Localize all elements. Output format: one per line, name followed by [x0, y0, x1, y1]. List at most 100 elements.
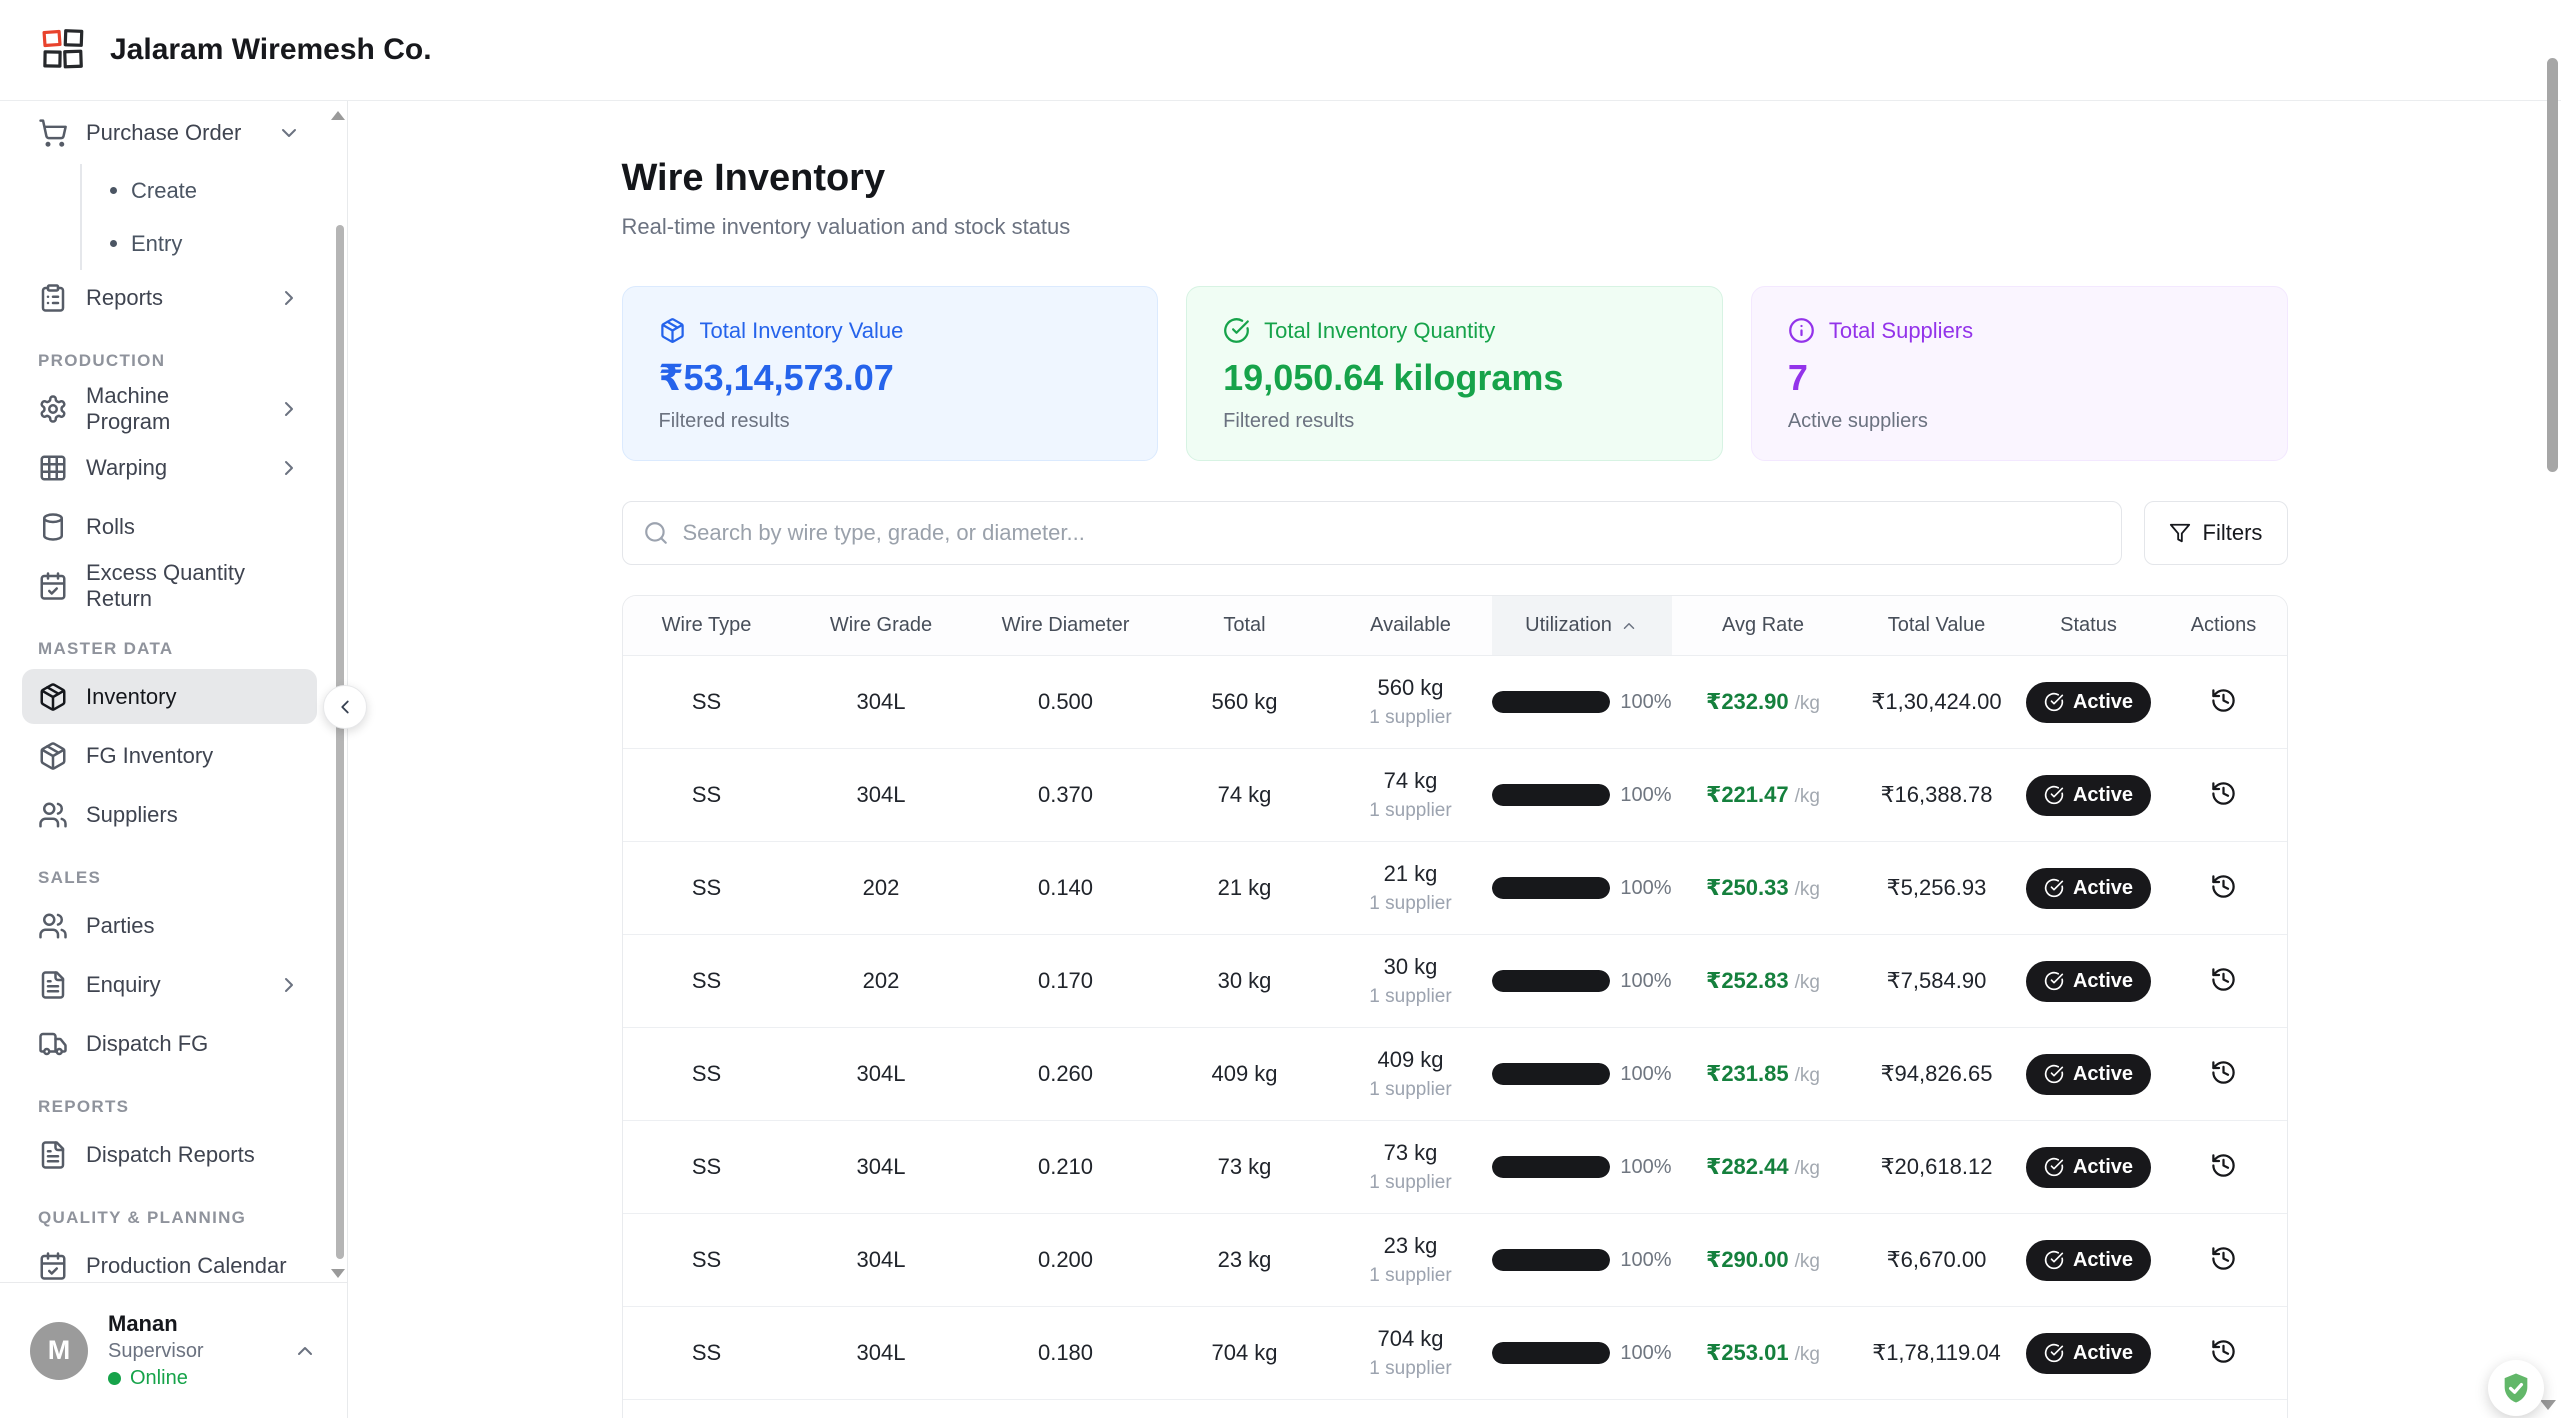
sidebar-section-sales: SALES [38, 868, 317, 888]
sidebar-item-label: Parties [86, 913, 154, 939]
cell-avg-rate: ₹221.47/kg [1672, 782, 1855, 808]
history-button[interactable] [2206, 1055, 2241, 1093]
column-header-utilization[interactable]: Utilization [1492, 596, 1672, 655]
sidebar-item-parties[interactable]: Parties [22, 898, 317, 953]
history-button[interactable] [2206, 1148, 2241, 1186]
sidebar-item-dispatch-fg[interactable]: Dispatch FG [22, 1016, 317, 1071]
bullet-icon [110, 187, 117, 194]
sidebar-scroll-up-arrow[interactable] [331, 111, 345, 120]
column-header-available[interactable]: Available [1330, 596, 1492, 655]
sidebar-item-purchase-order[interactable]: Purchase Order [22, 105, 317, 160]
sidebar-item-dispatch-reports[interactable]: Dispatch Reports [22, 1127, 317, 1182]
history-button[interactable] [2206, 869, 2241, 907]
top-bar: Jalaram Wiremesh Co. [0, 0, 2561, 101]
sidebar-item-rolls[interactable]: Rolls [22, 499, 317, 554]
sidebar-section-master-data: MASTER DATA [38, 639, 317, 659]
utilization-bar [1492, 877, 1611, 899]
column-header-wire-type[interactable]: Wire Type [623, 596, 791, 655]
sidebar-item-fg-inventory[interactable]: FG Inventory [22, 728, 317, 783]
table-body: SS304L0.500560 kg560 kg1 supplier100%₹23… [623, 656, 2287, 1418]
sidebar-item-machine-program[interactable]: Machine Program [22, 381, 317, 436]
shield-check-icon [2499, 1371, 2533, 1405]
sidebar-subitem-create[interactable]: Create [80, 164, 317, 217]
cell-avg-rate: ₹232.90/kg [1672, 689, 1855, 715]
filters-button[interactable]: Filters [2144, 501, 2288, 565]
status-label: Active [2073, 784, 2133, 807]
column-label: Total Value [1888, 614, 1985, 637]
cell-total-value: ₹1,30,424.00 [1855, 689, 2019, 715]
cell-supplier-count: 1 supplier [1330, 707, 1492, 729]
cell-utilization: 100% [1492, 1342, 1672, 1365]
sidebar-item-warping[interactable]: Warping [22, 440, 317, 495]
status-label: Active [2073, 877, 2133, 900]
column-header-avg-rate[interactable]: Avg Rate [1672, 596, 1855, 655]
status-badge: Active [2026, 775, 2151, 816]
sidebar-item-enquiry[interactable]: Enquiry [22, 957, 317, 1012]
column-header-total-value[interactable]: Total Value [1855, 596, 2019, 655]
history-button[interactable] [2206, 1241, 2241, 1279]
cell-wire-grade: 202 [791, 968, 972, 994]
table-row: SS304L0.180704 kg704 kg1 supplier100%₹25… [623, 1307, 2287, 1400]
cell-actions [2159, 776, 2288, 814]
check-circle-icon [2044, 692, 2064, 712]
sidebar-item-label: Warping [86, 455, 167, 481]
column-header-status[interactable]: Status [2019, 596, 2159, 655]
cell-total-value: ₹16,388.78 [1855, 782, 2019, 808]
history-button[interactable] [2206, 683, 2241, 721]
history-button[interactable] [2206, 1334, 2241, 1372]
sidebar-item-inventory[interactable]: Inventory [22, 669, 317, 724]
cell-wire-diameter: 0.180 [972, 1340, 1160, 1366]
column-header-actions[interactable]: Actions [2159, 596, 2288, 655]
sidebar-item-suppliers[interactable]: Suppliers [22, 787, 317, 842]
cell-utilization: 100% [1492, 1063, 1672, 1086]
sidebar-item-label: Suppliers [86, 802, 178, 828]
cell-avg-rate: ₹252.83/kg [1672, 968, 1855, 994]
cell-utilization: 100% [1492, 1249, 1672, 1272]
user-menu[interactable]: M Manan Supervisor Online [0, 1282, 347, 1418]
adguard-shield-badge[interactable] [2488, 1360, 2544, 1416]
sidebar-item-production-calendar[interactable]: Production Calendar [22, 1238, 317, 1282]
utilization-bar [1492, 970, 1611, 992]
sidebar-collapse-button[interactable] [323, 685, 367, 729]
column-label: Avg Rate [1722, 614, 1804, 637]
package-icon [659, 317, 686, 344]
status-label: Active [2073, 1156, 2133, 1179]
stat-value: 7 [1788, 357, 2251, 399]
cell-status: Active [2019, 682, 2159, 723]
info-icon [1788, 317, 1815, 344]
filters-label: Filters [2203, 520, 2263, 546]
sidebar-scrollbar[interactable] [336, 225, 344, 1259]
utilization-percent: 100% [1620, 1063, 1671, 1086]
window-scrollbar[interactable] [2547, 58, 2558, 472]
column-header-wire-diameter[interactable]: Wire Diameter [972, 596, 1160, 655]
page-title: Wire Inventory [622, 157, 2288, 200]
window-scroll-down-arrow[interactable] [2540, 1400, 2556, 1410]
cell-total-value: ₹20,618.12 [1855, 1154, 2019, 1180]
chevron-down-icon [277, 121, 301, 145]
cell-status: Active [2019, 961, 2159, 1002]
history-button[interactable] [2206, 962, 2241, 1000]
sidebar-item-excess-quantity-return[interactable]: Excess Quantity Return [22, 558, 317, 613]
gear-icon [38, 394, 68, 424]
check-circle-icon [2044, 1064, 2064, 1084]
cell-available: 73 kg1 supplier [1330, 1140, 1492, 1194]
history-button[interactable] [2206, 776, 2241, 814]
status-label: Active [2073, 1063, 2133, 1086]
chevron-up-icon[interactable] [293, 1339, 317, 1363]
stat-card-total-inventory-quantity: Total Inventory Quantity19,050.64 kilogr… [1186, 286, 1723, 461]
sidebar-item-label: Enquiry [86, 972, 161, 998]
package-icon [38, 682, 68, 712]
sidebar-scroll-down-arrow[interactable] [331, 1269, 345, 1278]
cell-total: 409 kg [1160, 1061, 1330, 1087]
cell-wire-grade: 304L [791, 1340, 972, 1366]
column-header-wire-grade[interactable]: Wire Grade [791, 596, 972, 655]
cell-total: 704 kg [1160, 1340, 1330, 1366]
column-header-total[interactable]: Total [1160, 596, 1330, 655]
file-text-icon [38, 1140, 68, 1170]
sidebar-item-reports[interactable]: Reports [22, 270, 317, 325]
sidebar-nav: Purchase OrderCreateEntryReportsPRODUCTI… [0, 101, 347, 1282]
search-input[interactable] [683, 520, 2101, 546]
utilization-percent: 100% [1620, 970, 1671, 993]
sidebar-subitem-entry[interactable]: Entry [80, 217, 317, 270]
sidebar-item-label: Purchase Order [86, 120, 241, 146]
